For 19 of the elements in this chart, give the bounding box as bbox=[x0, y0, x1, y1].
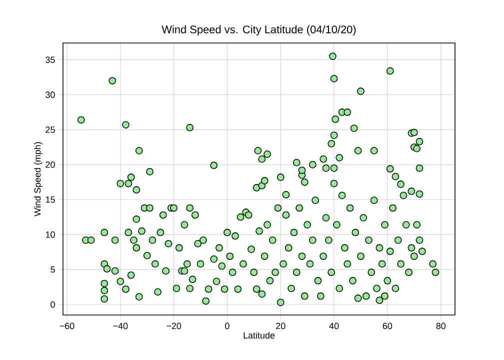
y-tick-label: 5 bbox=[50, 266, 55, 273]
chart-title: Wind Speed vs. City Latitude (04/10/20) bbox=[162, 25, 356, 36]
y-axis-title: Wind Speed (mph) bbox=[34, 142, 42, 216]
x-tick-label: −20 bbox=[166, 322, 182, 330]
x-tick-label: 60 bbox=[382, 322, 392, 330]
y-tick-label: 30 bbox=[46, 92, 55, 98]
x-axis-title: Latitude bbox=[244, 332, 275, 339]
y-tick-label: 0 bbox=[50, 301, 55, 308]
x-tick-label: 40 bbox=[329, 322, 339, 330]
y-tick-label: 25 bbox=[46, 126, 55, 133]
x-tick-label: 0 bbox=[225, 322, 230, 330]
x-tick-label: 20 bbox=[276, 322, 286, 330]
y-tick-label: 20 bbox=[46, 161, 55, 168]
x-tick-label: 80 bbox=[436, 322, 446, 330]
x-tick-label: −60 bbox=[60, 322, 74, 330]
y-tick-label: 35 bbox=[46, 56, 55, 63]
y-tick-label: 10 bbox=[46, 231, 55, 238]
y-tick-label: 15 bbox=[46, 196, 55, 203]
x-tick-label: −40 bbox=[113, 322, 128, 330]
